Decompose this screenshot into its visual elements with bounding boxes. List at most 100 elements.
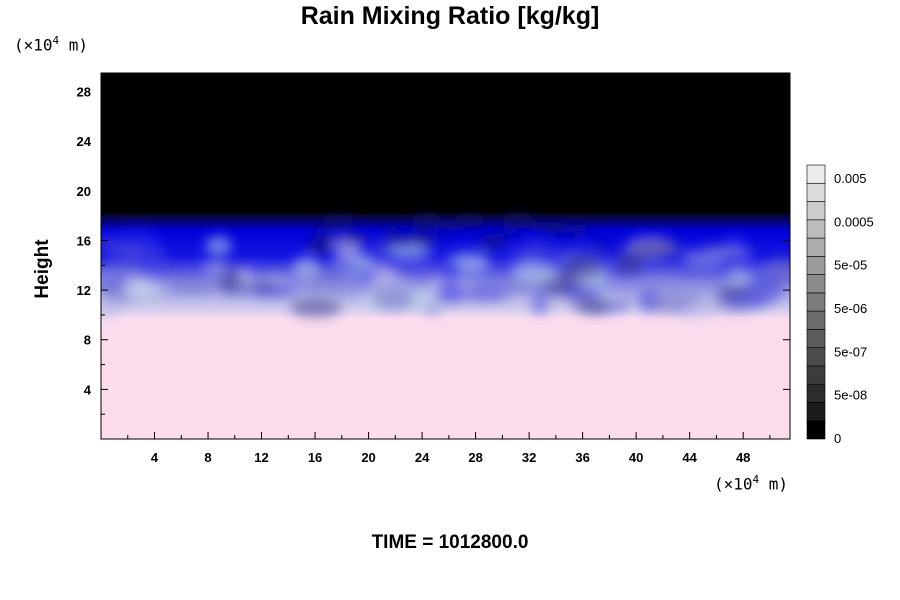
texture-wisp: [545, 224, 581, 234]
x-tick-label: 32: [522, 450, 536, 465]
colorbar-swatch: [806, 237, 826, 257]
texture-layer: [101, 212, 790, 320]
texture-blob: [218, 268, 243, 293]
texture-wisp: [314, 236, 335, 250]
colorbar-swatch: [806, 329, 826, 348]
texture-blob: [725, 233, 746, 249]
texture-blob: [103, 267, 140, 278]
colorbar: 0.005 0.0005 5e-05 5e-06 5e-07 5e-08 0: [806, 164, 874, 446]
y-axis-unit: (×104 m): [14, 34, 88, 54]
chart-title: Rain Mixing Ratio [kg/kg]: [300, 2, 600, 30]
colorbar-label: 0: [834, 431, 841, 446]
texture-blob: [638, 275, 682, 287]
colorbar-swatch: [806, 164, 826, 184]
texture-blob: [422, 300, 442, 317]
y-unit-exponent: 4: [52, 34, 60, 47]
x-unit-base: (×10: [714, 474, 753, 494]
colorbar-label: 5e-05: [834, 258, 867, 273]
texture-blob: [167, 283, 216, 292]
texture-wisp: [390, 234, 418, 247]
plot-frame: [100, 72, 791, 440]
colorbar-swatch: [806, 256, 826, 275]
colorbar-swatch: [806, 420, 826, 440]
texture-blob: [435, 281, 465, 303]
texture-blob: [371, 289, 417, 311]
texture-blob: [289, 298, 342, 318]
texture-blob: [564, 254, 603, 280]
texture-blob: [531, 291, 549, 316]
colorbar-swatch: [806, 347, 826, 367]
time-annotation: TIME = 1012800.0: [371, 532, 529, 553]
x-unit-exponent: 4: [752, 473, 760, 486]
texture-blob: [744, 277, 783, 301]
colorbar-swatch: [806, 310, 826, 330]
texture-blob: [295, 266, 319, 288]
texture-wisp: [312, 224, 336, 235]
texture-wisp: [477, 236, 505, 250]
y-tick-label: 4: [84, 382, 92, 397]
colorbar-swatch: [806, 219, 826, 239]
y-tick-label: 16: [77, 233, 91, 248]
texture-blob: [310, 282, 358, 293]
y-tick-label: 12: [77, 283, 91, 298]
texture-wisp: [591, 240, 607, 251]
x-tick-label: 24: [415, 450, 430, 465]
y-tick-label: 20: [77, 184, 91, 199]
y-unit-suffix: m): [59, 35, 89, 55]
colorbar-swatch: [806, 201, 826, 221]
texture-blob: [388, 243, 429, 261]
texture-blob: [575, 296, 612, 315]
colorbar-swatch: [806, 292, 826, 312]
texture-blob: [205, 236, 232, 256]
texture-blob: [671, 248, 714, 259]
texture-blob: [505, 249, 543, 263]
x-tick-label: 40: [629, 450, 643, 465]
colorbar-swatch: [806, 365, 826, 385]
x-axis: 4 8 12 16 20 24 28 32 36 40 44 48: [127, 73, 771, 465]
texture-blob: [440, 257, 464, 282]
y-tick-label: 8: [84, 333, 91, 348]
colorbar-label: 5e-08: [834, 388, 867, 403]
texture-blob: [101, 298, 121, 319]
texture-wisp: [438, 223, 465, 231]
texture-blob: [512, 261, 558, 283]
x-tick-label: 44: [682, 450, 697, 465]
y-tick-label: 24: [77, 134, 92, 149]
y-unit-base: (×10: [14, 35, 53, 55]
texture-blob: [247, 280, 280, 291]
x-tick-label: 8: [204, 450, 211, 465]
y-tick-label: 28: [77, 85, 91, 100]
x-axis-unit: (×104 m): [714, 473, 788, 493]
x-unit-suffix: m): [759, 474, 789, 494]
texture-blob: [102, 241, 146, 264]
texture-blob: [728, 269, 749, 282]
texture-blob: [126, 282, 166, 298]
x-tick-label: 48: [736, 450, 750, 465]
x-tick-label: 20: [361, 450, 375, 465]
colorbar-swatch: [806, 274, 826, 294]
texture-blob: [364, 265, 399, 284]
texture-wisp: [454, 213, 487, 228]
texture-blob: [765, 257, 790, 283]
texture-blob: [460, 284, 511, 302]
colorbar-label: 0.005: [834, 171, 867, 186]
x-tick-label: 4: [151, 450, 159, 465]
texture-blob: [615, 250, 646, 275]
colorbar-swatch: [806, 383, 826, 403]
texture-blob: [357, 269, 378, 279]
texture-wisp: [323, 212, 357, 226]
colorbar-label: 5e-07: [834, 344, 867, 359]
texture-wisp: [502, 215, 527, 230]
x-tick-label: 12: [254, 450, 268, 465]
x-tick-label: 16: [308, 450, 322, 465]
texture-wisp: [339, 233, 355, 242]
texture-blob: [678, 287, 706, 305]
x-tick-label: 36: [575, 450, 589, 465]
colorbar-label: 5e-06: [834, 301, 867, 316]
texture-blob: [423, 251, 442, 261]
colorbar-swatch: [806, 402, 826, 422]
texture-blob: [333, 254, 357, 274]
texture-blob: [201, 260, 229, 276]
y-axis: 4 8 12 16 20 24 28: [77, 85, 790, 415]
